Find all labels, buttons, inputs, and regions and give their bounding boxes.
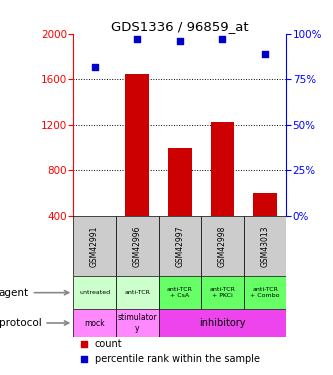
Bar [159,216,201,276]
Text: GSM42991: GSM42991 [90,225,99,267]
Bar [116,276,159,309]
Point [220,36,225,42]
Text: GSM42997: GSM42997 [175,225,184,267]
Bar [201,276,244,309]
Text: GSM42996: GSM42996 [133,225,142,267]
Text: inhibitory: inhibitory [199,318,246,328]
Bar [126,74,149,216]
Text: GSM42998: GSM42998 [218,225,227,267]
Point [92,63,97,69]
Text: anti-TCR: anti-TCR [124,290,150,295]
Text: percentile rank within the sample: percentile rank within the sample [95,354,259,364]
Text: anti-TCR
+ CsA: anti-TCR + CsA [167,287,193,298]
Text: GSM43013: GSM43013 [260,225,270,267]
Text: protocol: protocol [0,318,69,328]
Bar [73,276,116,309]
Point [177,38,182,44]
Bar [73,216,116,276]
Bar [253,193,277,216]
Text: agent: agent [0,288,69,298]
Text: mock: mock [84,318,105,327]
Bar [159,276,201,309]
Text: count: count [95,339,122,349]
Bar [116,309,159,337]
Bar [73,309,116,337]
Point [81,341,87,347]
Text: anti-TCR
+ Combo: anti-TCR + Combo [250,287,280,298]
Text: untreated: untreated [79,290,110,295]
Title: GDS1336 / 96859_at: GDS1336 / 96859_at [111,20,249,33]
Bar [201,216,244,276]
Bar [159,309,286,337]
Bar [116,216,159,276]
Point [262,51,268,57]
Text: stimulator
y: stimulator y [118,313,157,333]
Bar [168,147,191,216]
Bar [244,216,286,276]
Point [81,356,87,362]
Bar [211,123,234,216]
Text: anti-TCR
+ PKCi: anti-TCR + PKCi [209,287,235,298]
Point [135,36,140,42]
Bar [244,276,286,309]
